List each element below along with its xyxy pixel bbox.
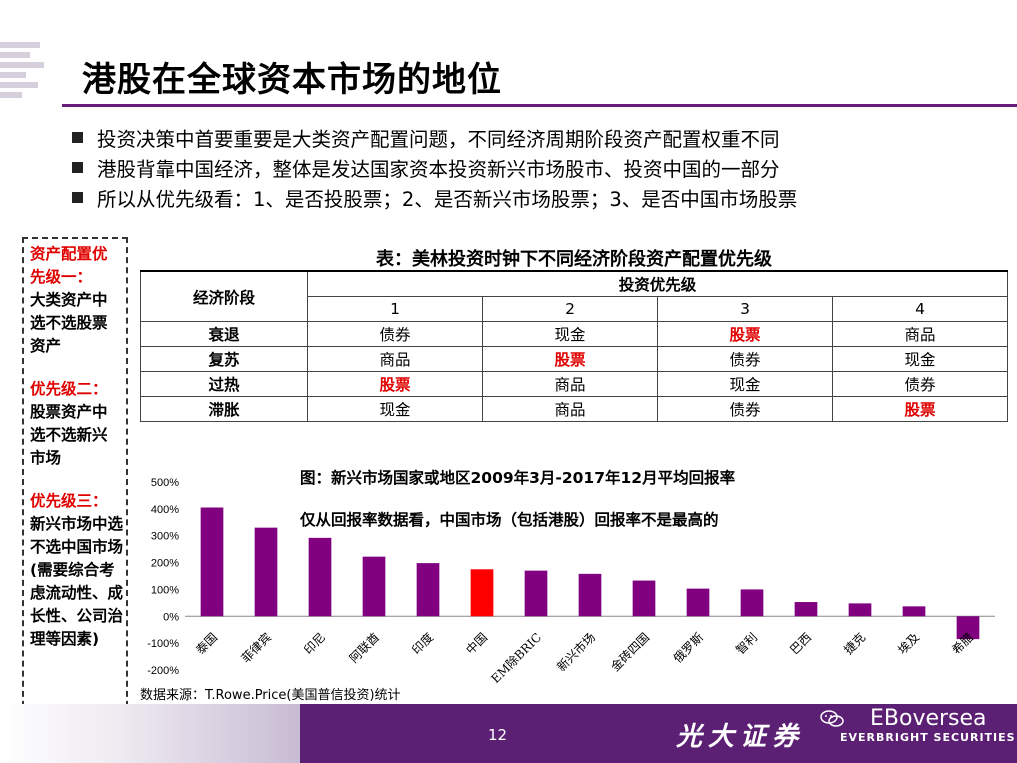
x-category-label: 菲律宾: [238, 630, 274, 666]
asset-cell: 债券: [307, 321, 483, 347]
bar: [686, 588, 710, 617]
asset-cell: 现金: [832, 346, 1008, 372]
asset-cell: 商品: [832, 321, 1008, 347]
x-category-label: 俄罗斯: [671, 630, 706, 665]
priority-3-title: 优先级三：: [30, 492, 108, 510]
table-row: 过热 股票 商品 现金 债券: [140, 371, 1008, 397]
bar: [902, 606, 926, 617]
table-row: 复苏 商品 股票 债券 现金: [140, 346, 1008, 372]
priority-num: 3: [657, 296, 833, 322]
bar: [362, 556, 386, 617]
y-tick-label: 200%: [151, 558, 179, 570]
bullet-text: 所以从优先级看：1、是否投股票；2、是否新兴市场股票；3、是否中国市场股票: [97, 187, 798, 211]
chart-note: 仅从回报率数据看，中国市场（包括港股）回报率不是最高的: [300, 511, 719, 529]
asset-cell: 商品: [307, 346, 483, 372]
brand-logo-en: EBoversea: [870, 706, 987, 731]
asset-cell: 现金: [657, 371, 833, 397]
brand-logo-en-sub: EVERBRIGHT SECURITIES: [840, 731, 1016, 744]
bullet-text: 港股背靠中国经济，整体是发达国家资本投资新兴市场股市、投资中国的一部分: [97, 157, 780, 181]
table-header-priority: 投资优先级: [307, 270, 1008, 297]
x-category-label: 印度: [409, 630, 437, 658]
asset-cell: 股票: [482, 346, 658, 372]
x-category-label: 巴西: [787, 630, 814, 657]
bar: [200, 507, 224, 617]
x-category-label: 埃及: [895, 630, 922, 657]
x-category-label: 阿联酋: [346, 630, 382, 666]
y-tick-label: -200%: [147, 665, 179, 677]
y-tick-label: 0%: [163, 611, 179, 623]
asset-cell: 现金: [482, 321, 658, 347]
x-category-label: 泰国: [193, 630, 220, 657]
bar: [308, 537, 332, 617]
title-underline: [62, 104, 1017, 107]
page-number: 12: [488, 726, 508, 744]
chart-title: 图：新兴市场国家或地区2009年3月-2017年12月平均回报率: [300, 469, 736, 487]
bar: [470, 569, 494, 617]
bar: [416, 563, 440, 617]
bullet-square-icon: [72, 161, 83, 173]
brand-logo-cn: 光大证券: [676, 722, 805, 752]
bullet-item: 港股背靠中国经济，整体是发达国家资本投资新兴市场股市、投资中国的一部分: [70, 152, 1000, 182]
data-source: 数据来源：T.Rowe.Price(美国普信投资)统计: [140, 688, 401, 703]
asset-cell: 商品: [482, 371, 658, 397]
stage-cell: 衰退: [140, 321, 308, 347]
footer-gradient: [0, 704, 300, 763]
priority-num: 4: [832, 296, 1008, 322]
x-category-label: EM除BRIC: [488, 630, 544, 685]
table-header-stage: 经济阶段: [140, 270, 308, 322]
bullet-item: 投资决策中首要重要是大类资产配置问题，不同经济周期阶段资产配置权重不同: [70, 122, 1000, 152]
y-tick-label: 500%: [151, 477, 179, 489]
priority-3-body: 新兴市场中选不选中国市场(需要综合考虑流动性、成长性、公司治理等因素): [30, 515, 124, 648]
x-category-label: 中国: [463, 630, 491, 658]
allocation-table: 经济阶段 投资优先级 1 2 3 4 衰退 债券 现金 股票 商品 复苏 商品 股票 债券 现金过…: [140, 270, 1008, 422]
y-tick-label: 400%: [151, 504, 179, 516]
table-row: 衰退 债券 现金 股票 商品: [140, 321, 1008, 347]
x-category-label: 智利: [733, 630, 761, 658]
asset-cell: 股票: [832, 396, 1008, 422]
wechat-icon: [820, 710, 844, 727]
y-tick-label: 300%: [151, 531, 179, 543]
asset-cell: 债券: [657, 346, 833, 372]
priority-1-title: 资产配置优先级一：: [30, 245, 108, 286]
stage-cell: 过热: [140, 371, 308, 397]
y-tick-label: 100%: [151, 584, 179, 596]
table-caption: 表：美林投资时钟下不同经济阶段资产配置优先级: [376, 249, 772, 270]
y-tick-label: -100%: [147, 638, 179, 650]
asset-cell: 债券: [657, 396, 833, 422]
priority-num: 1: [307, 296, 483, 322]
asset-cell: 股票: [307, 371, 483, 397]
x-category-label: 新兴市场: [554, 630, 599, 675]
priority-1-body: 大类资产中选不选股票资产: [30, 291, 108, 355]
bullet-square-icon: [72, 191, 83, 203]
priority-2-title: 优先级二：: [30, 380, 108, 398]
priority-num: 2: [482, 296, 658, 322]
bar: [254, 527, 278, 617]
returns-bar-chart: 500% 400% 300% 200% 100% 0% -100% -200% 泰国 菲律宾 印尼阿…: [147, 477, 995, 685]
bar: [524, 570, 548, 617]
bullet-item: 所以从优先级看：1、是否投股票；2、是否新兴市场股票；3、是否中国市场股票: [70, 182, 1000, 212]
priority-box: 资产配置优先级一： 大类资产中选不选股票资产 优先级二： 股票资产中选不选新兴市…: [22, 237, 128, 717]
bar: [632, 580, 656, 617]
bar: [956, 616, 980, 640]
bullet-text: 投资决策中首要重要是大类资产配置问题，不同经济周期阶段资产配置权重不同: [97, 127, 780, 151]
asset-cell: 股票: [657, 321, 833, 347]
stage-cell: 滞胀: [140, 396, 308, 422]
asset-cell: 现金: [307, 396, 483, 422]
bullet-list: 投资决策中首要重要是大类资产配置问题，不同经济周期阶段资产配置权重不同 港股背靠…: [70, 122, 1000, 212]
slide-title: 港股在全球资本市场的地位: [82, 60, 502, 100]
decorative-stripes: [0, 42, 60, 102]
table-row: 滞胀 现金 商品 债券 股票: [140, 396, 1008, 422]
bar: [578, 573, 602, 617]
stage-cell: 复苏: [140, 346, 308, 372]
x-category-label: 金砖四国: [608, 630, 653, 675]
x-category-label: 捷克: [841, 630, 868, 657]
bar: [848, 603, 872, 617]
bullet-square-icon: [72, 131, 83, 143]
asset-cell: 债券: [832, 371, 1008, 397]
bar: [794, 602, 818, 617]
x-category-label: 印尼: [301, 630, 328, 657]
bar: [740, 589, 764, 617]
asset-cell: 商品: [482, 396, 658, 422]
priority-2-body: 股票资产中选不选新兴市场: [30, 403, 108, 467]
